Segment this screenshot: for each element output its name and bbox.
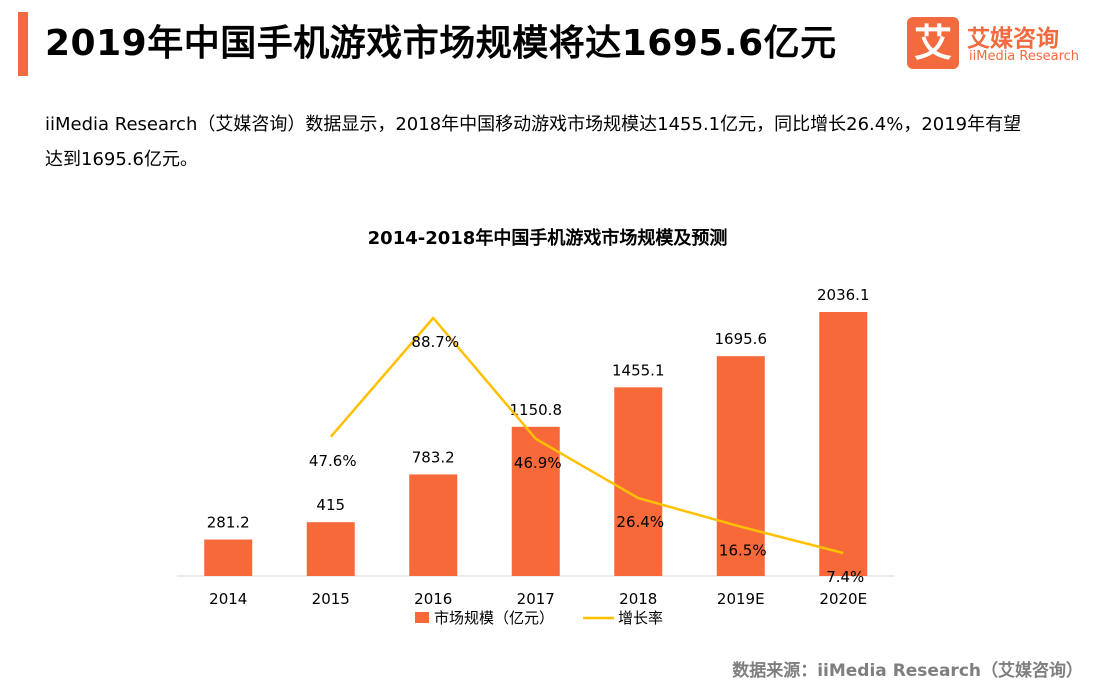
logo-icon: 艾	[907, 17, 959, 69]
x-tick-label-2016: 2016	[414, 590, 452, 608]
growth-rate-label-2016: 88.7%	[411, 333, 459, 351]
bar-value-label-2017: 1150.8	[510, 401, 563, 419]
bar-value-label-2020E: 2036.1	[817, 286, 870, 304]
company-logo: 艾 艾媒咨询 iiMedia Research	[907, 17, 1085, 69]
bar-2019E	[716, 356, 765, 576]
bar-value-label-2019E: 1695.6	[715, 330, 768, 348]
source-note: 数据来源：iiMedia Research（艾媒咨询）	[732, 661, 1083, 681]
legend-label-market-size: 市场规模（亿元）	[434, 609, 554, 627]
logo-name-cn: 艾媒咨询	[967, 26, 1059, 52]
x-tick-label-2020E: 2020E	[819, 590, 867, 608]
bar-value-label-2014: 281.2	[207, 514, 250, 532]
bar-2017	[511, 426, 560, 576]
growth-rate-label-2020E: 7.4%	[826, 568, 864, 586]
intro-paragraph: iiMedia Research（艾媒咨询）数据显示，2018年中国移动游戏市场…	[45, 114, 1022, 170]
bar-value-label-2018: 1455.1	[612, 361, 665, 379]
bar-2020E	[819, 312, 868, 576]
x-tick-label-2019E: 2019E	[717, 590, 765, 608]
chart-title: 2014-2018年中国手机游戏市场规模及预测	[367, 228, 728, 249]
bar-2015	[306, 522, 355, 576]
logo-name-en: iiMedia Research	[969, 49, 1080, 64]
legend-swatch-market-size	[415, 612, 429, 623]
x-tick-label-2018: 2018	[619, 590, 657, 608]
bar-2014	[204, 539, 253, 576]
growth-rate-label-2018: 26.4%	[616, 513, 664, 531]
bar-2018	[614, 387, 663, 576]
legend-label-growth-rate: 增长率	[618, 609, 663, 627]
title-accent-bar	[18, 12, 28, 76]
bar-value-label-2016: 783.2	[412, 448, 455, 466]
x-tick-label-2015: 2015	[312, 590, 350, 608]
bar-2016	[409, 474, 458, 576]
x-tick-label-2017: 2017	[517, 590, 555, 608]
growth-rate-line	[329, 316, 844, 555]
x-tick-label-2014: 2014	[209, 590, 247, 608]
growth-rate-label-2019E: 16.5%	[719, 542, 767, 560]
page-title: 2019年中国手机游戏市场规模将达1695.6亿元	[45, 23, 837, 64]
growth-rate-label-2015: 47.6%	[309, 452, 357, 470]
bar-value-label-2015: 415	[316, 496, 345, 514]
growth-rate-label-2017: 46.9%	[514, 454, 562, 472]
